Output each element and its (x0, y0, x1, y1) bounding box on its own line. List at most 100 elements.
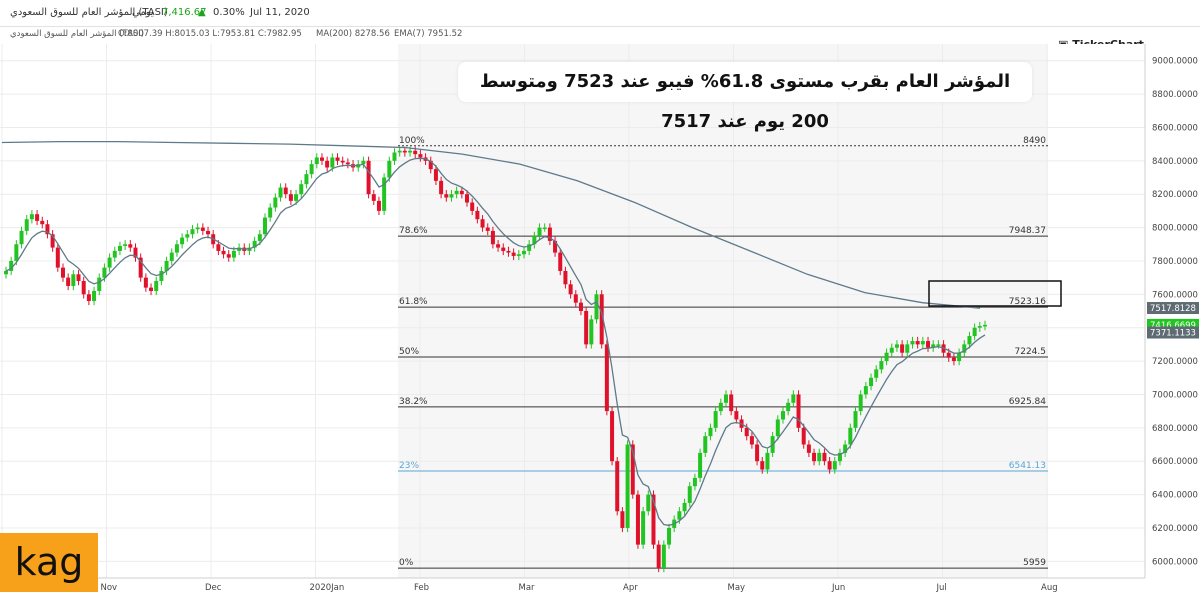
candle-body (521, 250, 526, 255)
candle-body (837, 452, 842, 462)
candle-body (760, 461, 765, 470)
candle-body (387, 160, 392, 178)
candle-body (718, 402, 723, 412)
candle-body (936, 344, 941, 346)
candle-body (371, 194, 376, 201)
info-ohlc: O:8007.39 H:8015.03 L:7953.81 C:7982.95 (118, 29, 302, 39)
y-tick-label: 8200.0000 (1152, 190, 1198, 200)
candle-body (268, 207, 273, 218)
candle-body (558, 252, 563, 271)
candle-body (465, 194, 470, 203)
candle-body (812, 452, 817, 462)
candle-body (174, 244, 179, 253)
y-tick-label: 8800.0000 (1152, 90, 1198, 100)
candle-body (283, 187, 288, 195)
candle-body (568, 284, 573, 295)
candle-body (527, 244, 532, 251)
ma200-line (1, 140, 981, 309)
candle-body (143, 277, 148, 288)
last-price: 7,416.67 (162, 7, 207, 18)
candle-body (656, 544, 661, 568)
candle-body (92, 290, 97, 301)
candle-body (159, 270, 164, 281)
candle-body (345, 162, 350, 165)
candle-body (584, 311, 589, 345)
candle-body (112, 250, 117, 258)
candle-body (325, 160, 330, 168)
fib-shaded-region (398, 44, 1048, 578)
candle-body (496, 244, 501, 248)
candle-body (439, 180, 444, 195)
candle-body (884, 352, 889, 362)
candle-body (190, 229, 195, 235)
y-tick-label: 7200.0000 (1152, 357, 1198, 367)
candle-body (578, 302, 583, 311)
candle-body (55, 247, 60, 268)
candle-body (35, 214, 40, 221)
candle-body (252, 240, 257, 248)
candle-body (744, 427, 749, 437)
candle-body (376, 200, 381, 211)
y-tick-label: 8600.0000 (1152, 123, 1198, 133)
y-tick-label: 6400.0000 (1152, 491, 1198, 501)
candle-body (206, 230, 211, 235)
candle-body (273, 197, 278, 208)
candle-body (791, 394, 796, 403)
candle-body (231, 250, 236, 258)
candle-body (71, 274, 76, 286)
fib-value-label: 7224.5 (1015, 347, 1047, 357)
y-tick-label: 6600.0000 (1152, 457, 1198, 467)
candle-body (853, 411, 858, 428)
candle-body (786, 402, 791, 412)
y-tick-label: 6800.0000 (1152, 424, 1198, 434)
candle-body (547, 227, 552, 241)
candle-body (610, 411, 615, 462)
candle-body (537, 227, 542, 236)
candle-body (117, 245, 122, 251)
info-ma200: MA(200) 8278.56 (316, 29, 390, 39)
candle-body (972, 327, 977, 337)
chart-headline: المؤشر العام بقرب مستوى 61.8% فيبو عند 7… (458, 62, 1032, 132)
candle-body (185, 234, 190, 238)
price-tag (1147, 326, 1199, 339)
candle-body (869, 377, 874, 387)
candle-body (169, 252, 174, 261)
candle-body (66, 277, 71, 286)
x-tick-label: Jul (936, 583, 947, 592)
candle-body (962, 344, 967, 353)
candle-body (413, 150, 418, 155)
candle-body (661, 544, 666, 568)
info-symbol-name: المؤشر العام للسوق السعودي (TASI) (10, 29, 145, 39)
candle-body (123, 244, 128, 246)
fib-value-label: 8490 (1023, 136, 1046, 146)
candle-body (485, 227, 490, 231)
candle-body (863, 386, 868, 395)
fib-percent-label: 78.6% (399, 226, 428, 236)
fib-value-label: 5959 (1023, 558, 1046, 568)
candle-body (780, 411, 785, 420)
candle-body (366, 160, 371, 195)
candle-body (889, 347, 894, 353)
period-label[interactable]: يومي (132, 7, 154, 18)
highlight-box (928, 280, 1062, 307)
candle-body (806, 444, 811, 453)
candle-body (470, 202, 475, 211)
candle-body (926, 341, 931, 348)
price-tag-label: 7517.8128 (1150, 304, 1196, 314)
candle-body (102, 267, 107, 278)
candle-body (501, 247, 506, 251)
candle-body (874, 369, 879, 378)
symbol-title[interactable]: المؤشر العام للسوق السعودي (TASI) (10, 7, 168, 18)
info-ema7: EMA(7) 7951.52 (394, 29, 463, 39)
x-tick-label: Aug (1041, 583, 1058, 592)
price-tag (1147, 302, 1199, 315)
fib-percent-label: 0% (399, 558, 414, 568)
candle-body (957, 352, 962, 362)
candle-body (24, 219, 29, 231)
candle-body (237, 247, 242, 251)
candle-body (920, 341, 925, 345)
candle-body (335, 157, 340, 161)
candle-body (278, 187, 283, 198)
candle-body (392, 152, 397, 161)
